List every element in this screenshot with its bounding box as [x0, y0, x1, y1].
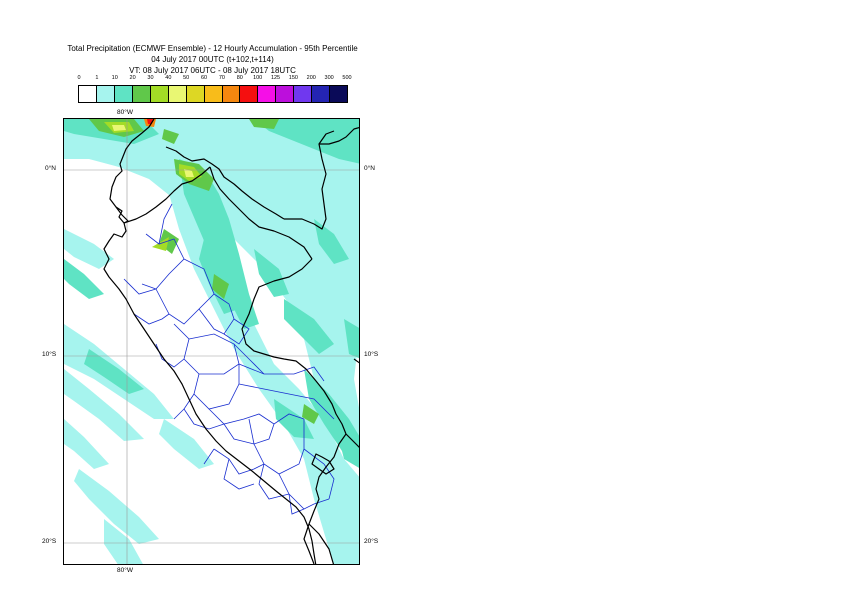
legend-swatch [330, 86, 348, 102]
legend-swatch [294, 86, 313, 102]
legend-label: 0 [77, 75, 81, 81]
legend-label: 80 [236, 75, 243, 81]
legend-label: 60 [201, 75, 208, 81]
legend-label: 200 [306, 75, 316, 81]
legend-swatch [132, 86, 151, 102]
legend-label: 30 [147, 75, 154, 81]
title-line-1: Total Precipitation (ECMWF Ensemble) - 1… [67, 44, 358, 53]
precip-layer-40-50 [112, 125, 194, 177]
legend-label: 500 [342, 75, 352, 81]
legend-labels: 0 1 10 20 30 40 50 60 70 80 100 125 150 200 300 500 [77, 75, 352, 84]
graticule [64, 119, 359, 564]
country-borders [103, 119, 359, 564]
legend-label: 40 [165, 75, 172, 81]
legend-label: 10 [111, 75, 118, 81]
legend-swatch [114, 86, 133, 102]
legend-swatch [204, 86, 223, 102]
map-panel [63, 118, 360, 565]
region-boundaries [123, 203, 335, 515]
lat-label-left-0: 0°N [45, 165, 56, 172]
legend-label: 70 [218, 75, 225, 81]
legend-label: 300 [324, 75, 334, 81]
legend-label: 125 [270, 75, 281, 81]
lon-label-bottom: 80°W [117, 567, 133, 574]
lat-label-left-20: 20°S [42, 538, 57, 545]
color-legend: 0 1 10 20 30 40 50 60 70 80 100 125 150 200 300 500 [77, 75, 352, 103]
lon-label-top: 80°W [117, 109, 133, 116]
legend-swatch [222, 86, 241, 102]
legend-swatch [186, 86, 205, 102]
title-line-2: 04 July 2017 00UTC (t+102,t+114) [151, 55, 274, 64]
lat-label-right-20: 20°S [364, 538, 379, 545]
legend-swatch [79, 86, 97, 102]
legend-label: 50 [183, 75, 190, 81]
legend-swatch [276, 86, 295, 102]
legend-swatch [312, 86, 331, 102]
lat-label-right-10: 10°S [364, 351, 379, 358]
legend-label: 150 [288, 75, 298, 81]
map-svg [64, 119, 359, 564]
title-line-3: VT: 08 July 2017 06UTC - 08 July 2017 18… [129, 66, 296, 75]
legend-swatch [96, 86, 115, 102]
legend-swatch [258, 86, 277, 102]
legend-label: 20 [129, 75, 136, 81]
legend-label: 100 [253, 75, 263, 81]
lat-label-right-0: 0°N [364, 165, 375, 172]
legend-bar [78, 85, 348, 103]
legend-swatch [150, 86, 169, 102]
legend-label: 1 [95, 75, 99, 81]
legend-swatch [240, 86, 259, 102]
lat-label-left-10: 10°S [42, 351, 57, 358]
legend-swatch [168, 86, 187, 102]
map-title: Total Precipitation (ECMWF Ensemble) - 1… [40, 43, 385, 76]
